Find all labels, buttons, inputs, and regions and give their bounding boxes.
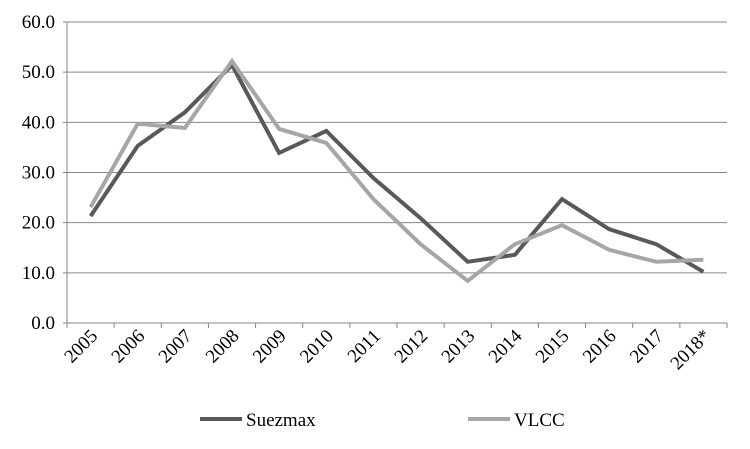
x-tick-label: 2014: [485, 325, 527, 367]
x-tick-label: 2017: [626, 326, 668, 368]
legend-label-vlcc: VLCC: [514, 410, 565, 431]
x-tick-label: 2009: [249, 326, 291, 368]
y-tick-label: 50.0: [22, 62, 55, 83]
y-tick-label: 0.0: [31, 313, 55, 334]
y-tick-label: 40.0: [22, 112, 55, 133]
x-tick-label: 2010: [296, 326, 338, 368]
legend: Suezmax VLCC: [200, 410, 565, 431]
y-tick-label: 10.0: [22, 263, 55, 284]
legend-label-suezmax: Suezmax: [246, 410, 316, 431]
x-tick-label: 2013: [438, 326, 480, 368]
series-lines: [88, 57, 705, 284]
x-tick-label: 2016: [579, 326, 621, 368]
y-tick-label: 30.0: [22, 163, 55, 184]
x-axis: 2005 2006 2007 2008 2009 2010 2011 2012 2013 2014…: [60, 323, 728, 374]
x-tick-label: 2011: [344, 326, 385, 367]
x-tick-label: 2012: [390, 326, 432, 368]
x-tick-label: 2007: [155, 326, 197, 368]
x-tick-label: 2008: [202, 326, 244, 368]
x-tick-label: 2005: [60, 326, 102, 368]
x-tick-label: 2015: [532, 326, 574, 368]
gridlines: [63, 21, 727, 324]
x-tick-label: 2006: [108, 326, 150, 368]
y-axis: 0.0 10.0 20.0 30.0 40.0 50.0 60.0: [22, 12, 68, 334]
series-line-vlcc: [88, 57, 704, 284]
x-tick-label: 2018*: [667, 326, 715, 374]
y-tick-label: 60.0: [22, 12, 55, 33]
y-tick-label: 20.0: [22, 213, 55, 234]
series-line-suezmax: [88, 61, 705, 274]
